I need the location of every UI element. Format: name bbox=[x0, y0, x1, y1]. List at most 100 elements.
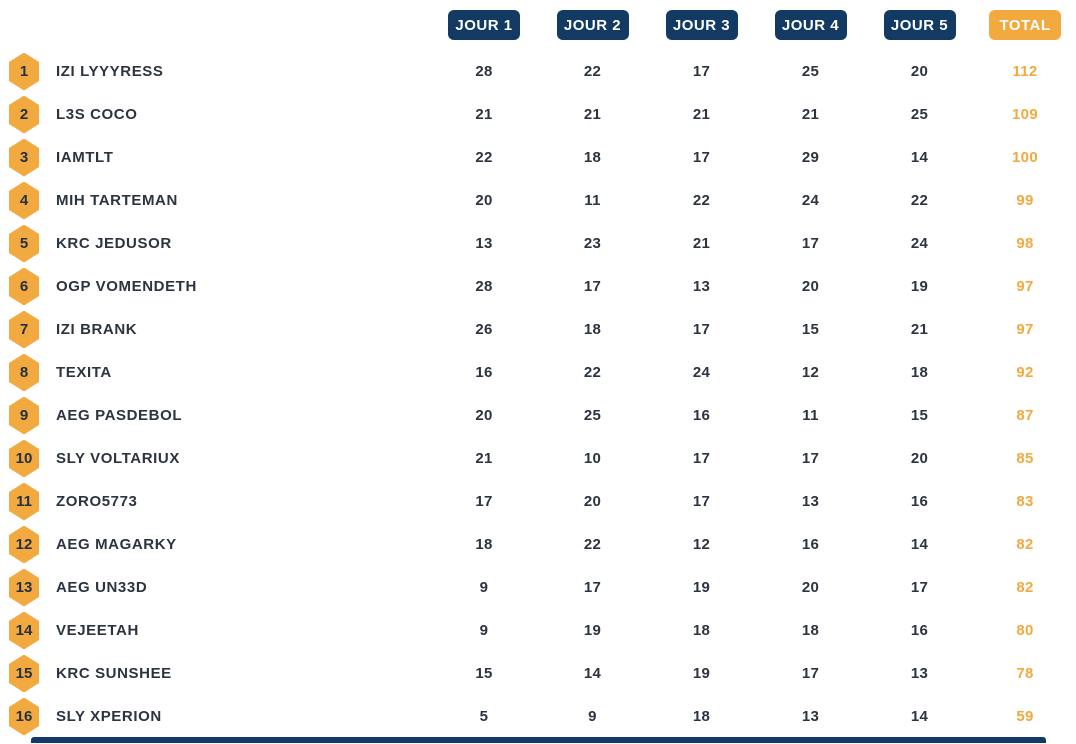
score-jour4: 11 bbox=[802, 407, 819, 424]
rank-number: 2 bbox=[19, 106, 29, 123]
player-name: AEG MAGARKY bbox=[56, 536, 177, 553]
score-jour4: 13 bbox=[801, 708, 820, 725]
score-jour4: 17 bbox=[801, 235, 820, 252]
score-jour2: 17 bbox=[583, 278, 602, 295]
score-jour5: 16 bbox=[910, 493, 929, 510]
rank-number: 11 bbox=[16, 493, 32, 510]
player-name: L3S COCO bbox=[56, 106, 138, 123]
score-jour5: 20 bbox=[910, 450, 929, 467]
player-name: IAMTLT bbox=[56, 149, 114, 166]
score-jour4: 13 bbox=[801, 493, 820, 510]
score-jour3: 21 bbox=[692, 235, 711, 252]
player-name: KRC JEDUSOR bbox=[56, 235, 172, 252]
score-jour5: 21 bbox=[910, 321, 929, 338]
score-total: 59 bbox=[1016, 708, 1034, 725]
score-total: 99 bbox=[1016, 192, 1034, 209]
player-name: AEG PASDEBOL bbox=[56, 407, 183, 424]
score-jour1: 22 bbox=[475, 149, 493, 166]
score-jour3: 12 bbox=[692, 536, 711, 553]
player-name: ZORO5773 bbox=[56, 493, 138, 510]
rank-cell: 1 bbox=[0, 52, 48, 91]
score-jour1: 16 bbox=[475, 364, 493, 381]
rank-cell: 8 bbox=[0, 353, 48, 392]
rank-hexagon-badge: 8 bbox=[9, 353, 39, 392]
score-jour2: 9 bbox=[588, 708, 597, 725]
rank-cell: 9 bbox=[0, 396, 48, 435]
header-cell-jour3: JOUR 3 bbox=[647, 10, 756, 40]
rank-cell: 14 bbox=[0, 611, 48, 650]
score-total: 92 bbox=[1016, 364, 1034, 381]
score-total: 83 bbox=[1016, 493, 1034, 510]
score-jour1: 9 bbox=[479, 622, 489, 639]
score-total: 98 bbox=[1016, 235, 1034, 252]
score-total: 109 bbox=[1012, 106, 1038, 123]
column-header-jour1[interactable]: JOUR 1 bbox=[448, 10, 520, 40]
column-header-jour3[interactable]: JOUR 3 bbox=[665, 10, 738, 40]
rank-cell: 7 bbox=[0, 310, 48, 349]
rank-number: 5 bbox=[19, 235, 29, 252]
score-total: 82 bbox=[1016, 579, 1034, 596]
player-name: VEJEETAH bbox=[56, 622, 139, 639]
score-jour3: 21 bbox=[692, 106, 711, 123]
table-row: 10 SLY VOLTARIUX 21 10 17 17 20 85 bbox=[0, 437, 1076, 480]
score-jour1: 26 bbox=[475, 321, 493, 338]
score-jour1: 28 bbox=[475, 63, 493, 80]
rank-number: 12 bbox=[15, 536, 33, 553]
rank-cell: 3 bbox=[0, 138, 48, 177]
score-jour2: 22 bbox=[583, 536, 602, 553]
column-header-jour4[interactable]: JOUR 4 bbox=[774, 10, 847, 40]
table-row: 8 TEXITA 16 22 24 12 18 92 bbox=[0, 351, 1076, 394]
header-cell-jour5: JOUR 5 bbox=[865, 10, 974, 40]
score-jour3: 16 bbox=[692, 407, 711, 424]
player-name: SLY VOLTARIUX bbox=[56, 450, 180, 467]
score-jour5: 20 bbox=[910, 63, 929, 80]
score-jour5: 16 bbox=[910, 622, 929, 639]
table-row: 2 L3S COCO 21 21 21 21 25 109 bbox=[0, 93, 1076, 136]
rank-hexagon-badge: 2 bbox=[9, 95, 39, 134]
rank-number: 13 bbox=[15, 579, 33, 596]
rank-hexagon-badge: 11 bbox=[9, 482, 39, 521]
rank-number: 3 bbox=[19, 149, 29, 166]
rank-number: 10 bbox=[15, 450, 33, 467]
column-header-jour2[interactable]: JOUR 2 bbox=[556, 10, 629, 40]
score-jour4: 29 bbox=[801, 149, 820, 166]
table-row: 3 IAMTLT 22 18 17 29 14 100 bbox=[0, 136, 1076, 179]
table-row: 5 KRC JEDUSOR 13 23 21 17 24 98 bbox=[0, 222, 1076, 265]
column-header-total[interactable]: TOTAL bbox=[989, 10, 1061, 40]
score-jour4: 18 bbox=[801, 622, 820, 639]
score-jour1: 13 bbox=[475, 235, 493, 252]
score-jour3: 18 bbox=[692, 708, 711, 725]
rank-cell: 11 bbox=[0, 482, 48, 521]
score-jour3: 19 bbox=[692, 665, 711, 682]
score-jour1: 20 bbox=[475, 192, 493, 209]
player-name: TEXITA bbox=[56, 364, 112, 381]
score-jour1: 21 bbox=[475, 450, 493, 467]
rank-hexagon-badge: 15 bbox=[9, 654, 39, 693]
score-jour4: 12 bbox=[801, 364, 820, 381]
score-jour1: 28 bbox=[475, 278, 493, 295]
score-jour5: 15 bbox=[910, 407, 929, 424]
table-row: 7 IZI BRANK 26 18 17 15 21 97 bbox=[0, 308, 1076, 351]
score-jour5: 22 bbox=[910, 192, 929, 209]
rank-cell: 6 bbox=[0, 267, 48, 306]
score-jour5: 13 bbox=[910, 665, 929, 682]
score-total: 87 bbox=[1016, 407, 1034, 424]
score-jour3: 17 bbox=[692, 321, 711, 338]
footer-bar-partial bbox=[31, 737, 1046, 743]
score-jour2: 17 bbox=[583, 579, 602, 596]
score-jour1: 9 bbox=[479, 579, 489, 596]
score-jour4: 20 bbox=[801, 579, 820, 596]
score-total: 112 bbox=[1012, 63, 1038, 80]
score-jour3: 17 bbox=[692, 149, 711, 166]
score-jour5: 17 bbox=[910, 579, 929, 596]
score-jour4: 17 bbox=[801, 450, 820, 467]
column-header-jour5[interactable]: JOUR 5 bbox=[883, 10, 956, 40]
score-jour1: 20 bbox=[475, 407, 493, 424]
score-jour1: 17 bbox=[475, 493, 493, 510]
score-jour3: 13 bbox=[692, 278, 711, 295]
score-jour4: 21 bbox=[801, 106, 820, 123]
score-jour3: 19 bbox=[692, 579, 711, 596]
score-total: 78 bbox=[1016, 665, 1034, 682]
score-jour1: 21 bbox=[475, 106, 493, 123]
